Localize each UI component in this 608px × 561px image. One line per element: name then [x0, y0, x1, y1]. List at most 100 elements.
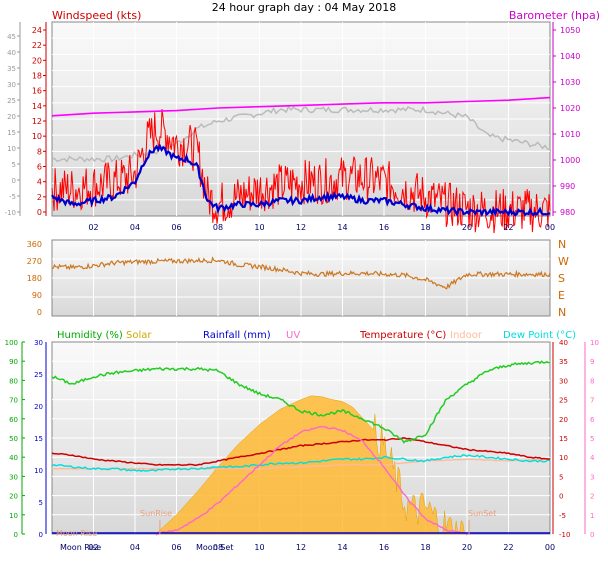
outer-left-tick-label: 30: [7, 81, 16, 89]
uv-tick-label: 4: [590, 454, 595, 462]
wind-x-tick-label: 22: [503, 223, 513, 232]
direction-tick-label: 270: [27, 257, 42, 266]
humidity-tick-label: 40: [9, 454, 18, 462]
wind-x-tick-label: 14: [337, 223, 347, 232]
outer-left-tick-label: 5: [12, 161, 16, 169]
uv-tick-label: 5: [590, 435, 594, 443]
moon-rise-x-label: Moon Rise: [60, 543, 101, 552]
legend-entry: Indoor: [450, 330, 483, 341]
wind-x-tick-label: 00: [545, 223, 555, 232]
temp-x-tick-label: 14: [337, 543, 347, 552]
uv-tick-label: 3: [590, 473, 594, 481]
windspeed-tick-label: 22: [32, 41, 42, 50]
outer-left-tick-label: 20: [7, 113, 16, 121]
windspeed-tick-label: 10: [32, 132, 42, 141]
wind-x-tick-label: 20: [462, 223, 472, 232]
legend-entry: Solar: [126, 330, 152, 341]
rainfall-tick-label: 15: [34, 435, 43, 443]
outer-left-tick-label: 10: [7, 145, 16, 153]
temperature-tick-label: -5: [559, 512, 566, 520]
windspeed-tick-label: 4: [37, 178, 42, 187]
wind-x-tick-label: 12: [296, 223, 306, 232]
humidity-tick-label: 60: [9, 416, 18, 424]
legend-entry: Dew Point (°C): [503, 330, 576, 341]
temperature-tick-label: 20: [559, 416, 568, 424]
page-title: 24 hour graph day : 04 May 2018: [211, 1, 397, 14]
temperature-tick-label: -10: [559, 531, 570, 539]
barometer-tick-label: 1010: [560, 130, 580, 139]
temp-x-tick-label: 00: [545, 543, 555, 552]
windspeed-tick-label: 2: [37, 193, 42, 202]
windspeed-tick-label: 24: [32, 26, 42, 35]
temperature-tick-label: 35: [559, 358, 568, 366]
windspeed-tick-label: 18: [32, 72, 42, 81]
outer-left-tick-label: 35: [7, 65, 16, 73]
average-wind-line: [51, 143, 551, 218]
uv-tick-label: 10: [590, 339, 599, 347]
windspeed-tick-label: 12: [32, 117, 42, 126]
humidity-tick-label: 90: [9, 358, 18, 366]
uv-tick-label: 8: [590, 377, 594, 385]
barometer-tick-label: 1050: [560, 26, 580, 35]
temperature-tick-label: 5: [559, 473, 563, 481]
uv-tick-label: 7: [590, 397, 594, 405]
humidity-tick-label: 10: [9, 512, 18, 520]
temp-x-tick-label: 12: [296, 543, 306, 552]
legend-entry: Rainfall (mm): [203, 330, 271, 341]
rainfall-tick-label: 5: [39, 499, 43, 507]
uv-tick-label: 6: [590, 416, 595, 424]
temp-x-tick-label: 04: [130, 543, 140, 552]
uv-tick-label: 2: [590, 493, 594, 501]
humidity-tick-label: 50: [9, 435, 18, 443]
temp-x-tick-label: 10: [254, 543, 264, 552]
sunrise-annotation: SunRise: [140, 509, 172, 518]
humidity-line: [51, 360, 551, 444]
uv-tick-label: 1: [590, 512, 594, 520]
windspeed-tick-label: 6: [37, 163, 42, 172]
wind-x-tick-label: 16: [379, 223, 389, 232]
rainfall-tick-label: 25: [34, 371, 43, 379]
direction-tick-label: 180: [27, 274, 42, 283]
outer-left-tick-label: -5: [9, 193, 16, 201]
sunset-annotation: SunSet: [468, 509, 496, 518]
wind-x-tick-label: 06: [171, 223, 181, 232]
temperature-tick-label: 0: [559, 493, 563, 501]
windspeed-tick-label: 20: [32, 56, 42, 65]
temperature-tick-label: 30: [559, 377, 568, 385]
outer-left-tick-label: 0: [12, 177, 16, 185]
humidity-tick-label: 70: [9, 397, 18, 405]
moon-set-annotation: Moon Set: [196, 543, 233, 552]
secondary-wind-line: [51, 105, 551, 163]
humidity-tick-label: 80: [9, 377, 18, 385]
outer-left-tick-label: 45: [7, 33, 16, 41]
wind-x-tick-label: 02: [88, 223, 98, 232]
rainfall-tick-label: 30: [34, 339, 43, 347]
temp-x-tick-label: 08: [213, 543, 223, 552]
uv-tick-label: 0: [590, 531, 594, 539]
temp-x-tick-label: 06: [171, 543, 181, 552]
wind-direction-line: [51, 256, 551, 290]
legend-entry: Humidity (%): [57, 330, 123, 341]
rainfall-tick-label: 10: [34, 467, 43, 475]
temp-x-tick-label: 02: [88, 543, 98, 552]
outer-left-tick-label: 40: [7, 49, 16, 57]
temp-x-tick-label: 16: [379, 543, 389, 552]
windspeed-tick-label: 8: [37, 147, 42, 156]
humidity-tick-label: 20: [9, 493, 18, 501]
legend-entry: UV: [286, 330, 300, 341]
outer-left-tick-label: -10: [5, 209, 16, 217]
rainfall-tick-label: 0: [39, 531, 43, 539]
barometer-tick-label: 990: [560, 182, 575, 191]
temp-x-tick-label: 20: [462, 543, 472, 552]
barometer-line: [51, 96, 551, 117]
temperature-tick-label: 25: [559, 397, 568, 405]
outer-left-tick-label: 15: [7, 129, 16, 137]
wind-x-tick-label: 04: [130, 223, 140, 232]
temperature-line: [51, 437, 550, 467]
compass-label: N: [558, 238, 566, 251]
temp-x-tick-label: 18: [420, 543, 430, 552]
barometer-tick-label: 1030: [560, 78, 580, 87]
windspeed-tick-label: 0: [37, 208, 42, 217]
wind-x-tick-label: 18: [420, 223, 430, 232]
